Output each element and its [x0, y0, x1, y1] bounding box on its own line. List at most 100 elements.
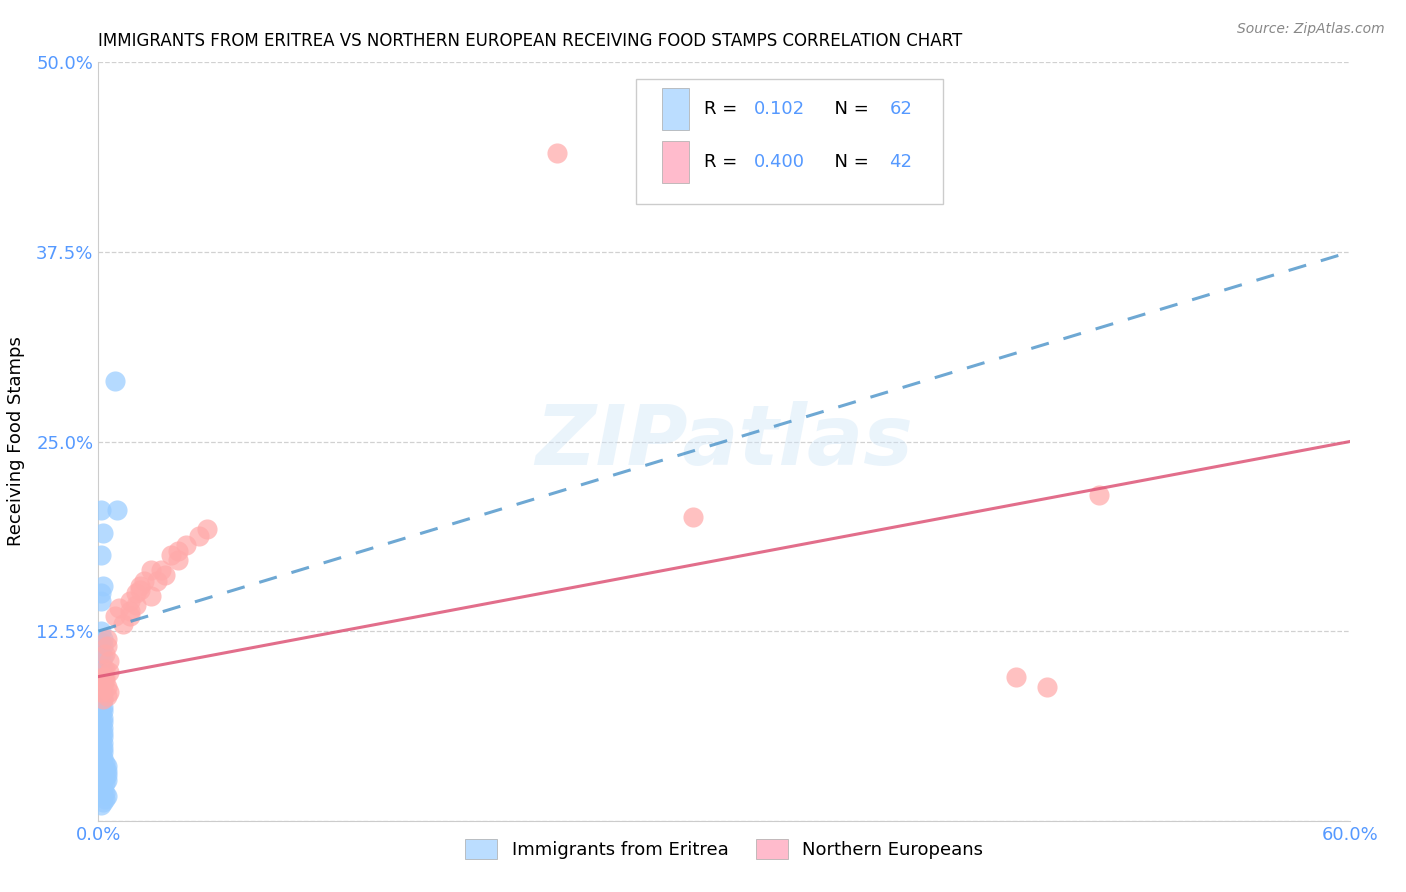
Text: 0.102: 0.102 [754, 100, 806, 118]
Point [125, 586, 148, 600]
Point [89, 723, 111, 737]
Point [1088, 487, 1111, 501]
Point [91, 740, 114, 755]
Point [93, 647, 115, 661]
Point [1005, 669, 1028, 683]
Point [91, 751, 114, 765]
Point [118, 608, 141, 623]
Point [89, 714, 111, 728]
Point [89, 688, 111, 702]
Point [89, 707, 111, 722]
Point [139, 589, 162, 603]
Point [195, 523, 218, 537]
Point [91, 796, 114, 810]
Point [91, 639, 114, 653]
Point [93, 674, 115, 689]
Point [96, 789, 118, 804]
Point [91, 669, 114, 683]
Point [166, 543, 188, 558]
Point [97, 685, 120, 699]
Point [91, 721, 114, 735]
Point [91, 669, 114, 683]
Y-axis label: Receiving Food Stamps: Receiving Food Stamps [7, 336, 25, 547]
Point [91, 725, 114, 739]
Point [89, 729, 111, 743]
Point [160, 548, 183, 563]
Point [91, 579, 114, 593]
Point [91, 525, 114, 540]
Point [96, 680, 118, 694]
Point [89, 624, 111, 639]
Text: IMMIGRANTS FROM ERITREA VS NORTHERN EUROPEAN RECEIVING FOOD STAMPS CORRELATION C: IMMIGRANTS FROM ERITREA VS NORTHERN EURO… [98, 32, 963, 50]
Point [91, 699, 114, 714]
Point [93, 792, 115, 806]
FancyBboxPatch shape [637, 79, 943, 204]
Point [89, 753, 111, 767]
Point [96, 768, 118, 782]
Point [89, 680, 111, 694]
Point [91, 692, 114, 706]
Point [96, 772, 118, 787]
Point [89, 503, 111, 517]
Text: R =: R = [704, 153, 742, 171]
Point [89, 594, 111, 608]
Point [125, 599, 148, 613]
Point [93, 776, 115, 790]
Point [96, 632, 118, 646]
Point [93, 760, 115, 774]
Point [139, 564, 162, 578]
Point [89, 647, 111, 661]
Point [91, 677, 114, 691]
Point [89, 586, 111, 600]
Point [91, 649, 114, 664]
FancyBboxPatch shape [661, 141, 689, 183]
Point [150, 564, 173, 578]
Point [682, 510, 704, 524]
Point [97, 665, 120, 679]
Point [89, 695, 111, 709]
Point [89, 733, 111, 747]
Point [546, 146, 568, 161]
Text: N =: N = [823, 153, 875, 171]
Point [93, 669, 115, 683]
Text: Source: ZipAtlas.com: Source: ZipAtlas.com [1237, 22, 1385, 37]
Point [97, 655, 120, 669]
Point [91, 685, 114, 699]
Point [93, 765, 115, 780]
Point [91, 692, 114, 706]
Point [112, 616, 135, 631]
Point [187, 528, 209, 542]
Point [91, 746, 114, 760]
Point [174, 538, 197, 552]
Point [93, 771, 115, 785]
Point [91, 715, 114, 730]
Point [105, 503, 128, 517]
Point [166, 553, 188, 567]
Point [89, 673, 111, 687]
Point [89, 798, 111, 813]
Point [96, 764, 118, 778]
Point [89, 738, 111, 752]
Point [93, 662, 115, 676]
Point [89, 744, 111, 758]
Point [118, 594, 141, 608]
Text: ZIPatlas: ZIPatlas [536, 401, 912, 482]
Point [1036, 680, 1059, 694]
Point [89, 634, 111, 648]
Text: 62: 62 [889, 100, 912, 118]
Point [89, 748, 111, 763]
Point [89, 718, 111, 732]
Point [91, 710, 114, 724]
Point [104, 374, 127, 388]
Point [118, 604, 141, 618]
Point [93, 786, 115, 800]
Point [89, 703, 111, 717]
Point [91, 730, 114, 744]
Point [89, 655, 111, 669]
Point [91, 783, 114, 797]
Point [104, 608, 127, 623]
Point [89, 548, 111, 563]
Point [96, 759, 118, 773]
Point [129, 583, 152, 598]
Point [89, 685, 111, 699]
